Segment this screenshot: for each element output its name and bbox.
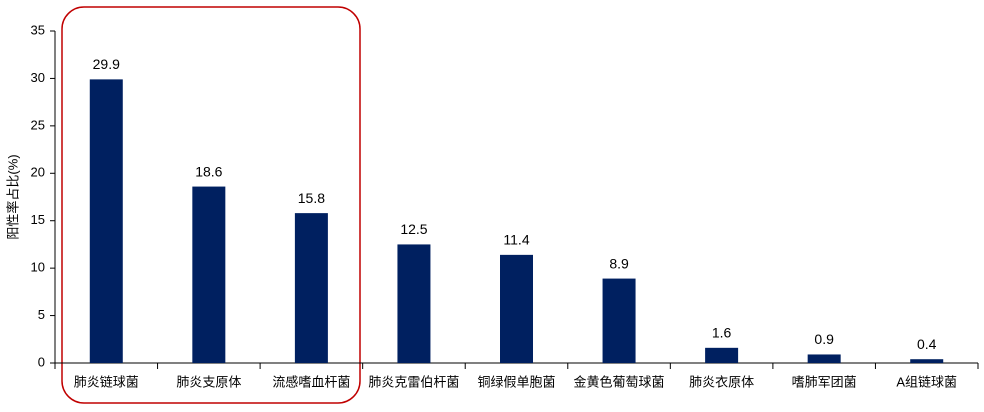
value-label: 1.6 <box>712 325 732 341</box>
x-tick-label: 肺炎克雷伯杆菌 <box>368 374 459 389</box>
y-tick-label: 5 <box>38 307 45 322</box>
value-label: 8.9 <box>609 255 629 271</box>
x-tick-label: 肺炎链球菌 <box>74 374 139 389</box>
x-tick-label: 肺炎支原体 <box>176 374 241 389</box>
value-label: 29.9 <box>93 56 120 72</box>
value-label: 0.4 <box>917 336 937 352</box>
x-tick-label: 肺炎衣原体 <box>689 374 754 389</box>
bar <box>294 213 328 363</box>
x-tick-label: 金黄色葡萄球菌 <box>574 374 665 389</box>
y-tick-label: 0 <box>38 354 45 369</box>
bar <box>807 354 841 363</box>
highlight-box <box>61 6 361 404</box>
bar <box>705 347 739 363</box>
bar <box>397 244 431 363</box>
bar <box>89 79 123 364</box>
bar <box>910 359 944 363</box>
y-tick-label: 35 <box>31 22 45 37</box>
bar <box>602 278 636 363</box>
value-label: 15.8 <box>298 190 325 206</box>
bar <box>500 254 533 363</box>
y-tick-label: 30 <box>31 70 45 85</box>
bar <box>192 186 226 363</box>
y-tick-label: 20 <box>31 165 45 180</box>
x-tick-label: 铜绿假单胞菌 <box>477 374 555 389</box>
x-tick-label: 流感嗜血杆菌 <box>272 374 350 389</box>
y-tick-label: 25 <box>31 117 45 132</box>
y-tick-label: 10 <box>31 260 45 275</box>
y-tick-label: 15 <box>31 212 45 227</box>
value-label: 0.9 <box>814 331 834 347</box>
value-label: 11.4 <box>503 232 529 248</box>
y-axis-label: 阳性率占比(%) <box>5 154 20 239</box>
value-label: 12.5 <box>400 221 427 237</box>
x-tick-label: 嗜肺军团菌 <box>792 374 857 389</box>
x-tick-label: A组链球菌 <box>896 374 957 389</box>
value-label: 18.6 <box>195 163 222 179</box>
